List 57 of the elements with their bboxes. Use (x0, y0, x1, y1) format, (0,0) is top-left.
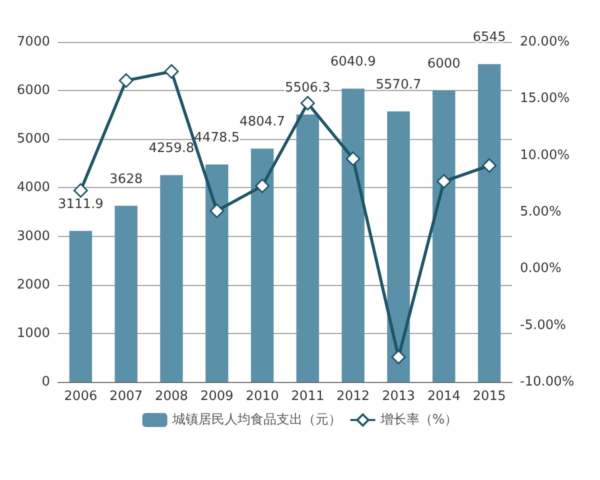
bar (342, 88, 364, 382)
bar (160, 175, 183, 382)
data-label: 6545 (472, 30, 506, 46)
legend-label: 城镇居民人均食品支出（元） (171, 412, 342, 428)
bar (69, 230, 92, 382)
y2-tick-label: -10.00% (520, 374, 574, 390)
y-tick-label: 3000 (16, 228, 50, 244)
bar (250, 148, 274, 382)
data-label: 4804.7 (240, 114, 286, 130)
y2-tick-label: 0.00% (520, 261, 562, 276)
y2-tick-label: -5.00% (520, 318, 566, 333)
data-label: 4478.5 (194, 130, 240, 146)
x-tick-label: 2008 (154, 389, 188, 404)
point (436, 174, 452, 189)
point (482, 158, 497, 173)
y-tick-label: 4000 (16, 180, 50, 196)
point (391, 350, 406, 364)
data-label: 5506.3 (284, 80, 330, 96)
point (300, 96, 315, 110)
x-tick-label: 2013 (382, 389, 416, 404)
bar (296, 114, 320, 382)
y2-tick-label: 10.00% (520, 148, 570, 163)
x-tick-label: 2006 (64, 389, 98, 404)
y-tick-label: 2000 (16, 277, 50, 292)
bar (206, 164, 228, 382)
x-tick-label: 2015 (472, 389, 506, 404)
x-tick-label: 2010 (246, 389, 279, 404)
point (118, 73, 134, 88)
data-label: 4259.8 (148, 141, 194, 156)
point (346, 151, 360, 166)
bar (387, 111, 410, 382)
point (164, 64, 179, 79)
y-tick-label: 0 (42, 374, 50, 390)
y-tick-label: 5000 (16, 132, 50, 147)
y-tick-label: 7000 (16, 34, 50, 50)
x-tick-label: 2014 (427, 389, 460, 404)
y-tick-label: 6000 (16, 83, 50, 98)
data-label: 3628 (110, 172, 143, 187)
point (73, 183, 88, 198)
bar (432, 90, 456, 382)
x-tick-label: 2012 (336, 389, 370, 404)
x-tick-label: 2007 (110, 389, 143, 404)
point (255, 178, 270, 194)
data-label: 6000 (427, 56, 460, 72)
y2-tick-label: 5.00% (520, 204, 562, 220)
x-tick-label: 2009 (200, 389, 234, 404)
y-tick-label: 1000 (16, 326, 50, 341)
x-tick-label: 2011 (291, 389, 324, 404)
point (210, 204, 224, 218)
data-label: 3111.9 (58, 196, 104, 212)
bar (114, 206, 138, 382)
bar (478, 64, 501, 382)
legend-label: 增长率（%） (379, 412, 458, 428)
y2-tick-label: 20.00% (520, 34, 570, 50)
y2-tick-label: 15.00% (520, 91, 570, 106)
data-label: 6040.9 (330, 54, 376, 70)
data-label: 5570.7 (376, 77, 422, 92)
